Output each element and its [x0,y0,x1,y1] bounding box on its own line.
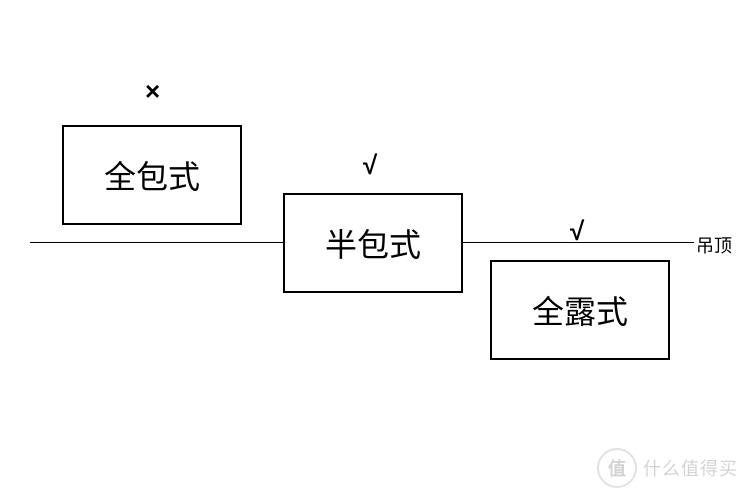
watermark-badge-text: 值 [608,455,626,481]
diagram-stage: 吊顶 全包式 × 半包式 √ 全露式 √ 值 什么值得买 [0,0,750,500]
box-half-enclosed: 半包式 [283,193,463,293]
ceiling-line-label: 吊顶 [696,232,732,258]
check-mark-icon: √ [570,218,584,244]
box-full-exposed: 全露式 [490,260,670,360]
box-half-enclosed-label: 半包式 [325,220,421,266]
watermark-badge-icon: 值 [597,448,637,488]
watermark: 值 什么值得买 [597,448,738,488]
box-full-enclosed-label: 全包式 [104,152,200,198]
box-full-exposed-label: 全露式 [532,287,628,333]
watermark-text: 什么值得买 [643,455,738,481]
check-mark-icon: √ [363,152,377,178]
cross-mark-icon: × [145,78,160,104]
box-full-enclosed: 全包式 [62,125,242,225]
